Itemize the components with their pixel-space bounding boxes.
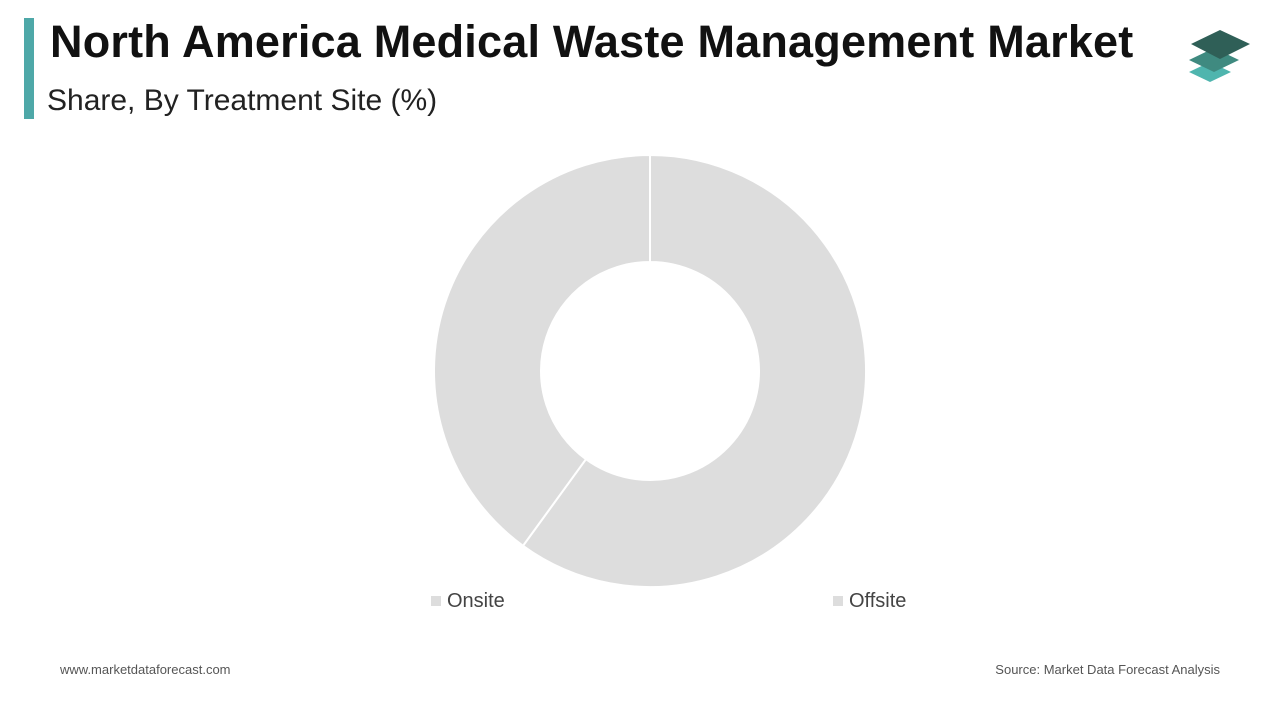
- footer-source: Source: Market Data Forecast Analysis: [995, 662, 1220, 677]
- legend-swatch-offsite: [833, 596, 843, 606]
- donut-slice-offsite[interactable]: [521, 153, 867, 588]
- legend-item-onsite[interactable]: Onsite: [431, 589, 505, 613]
- page-subtitle: Share, By Treatment Site (%): [47, 84, 438, 117]
- legend-label-onsite: Onsite: [447, 589, 505, 612]
- logo-layer-top: [1191, 30, 1250, 59]
- stacked-layers-icon: [1189, 30, 1250, 82]
- page-title: North America Medical Waste Management M…: [50, 16, 1134, 67]
- donut-slice-onsite[interactable]: [433, 153, 651, 548]
- legend-label-offsite: Offsite: [849, 589, 907, 612]
- legend-item-offsite[interactable]: Offsite: [833, 589, 906, 613]
- title-accent-bar: [24, 18, 34, 119]
- legend-swatch-onsite: [431, 596, 441, 606]
- footer-website[interactable]: www.marketdataforecast.com: [60, 662, 231, 677]
